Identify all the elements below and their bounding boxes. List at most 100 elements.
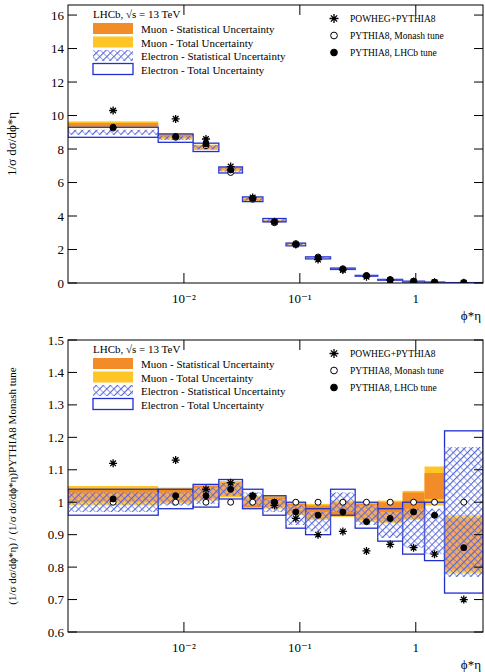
hatched-band [263, 499, 286, 512]
legend-label: Muon - Total Uncertainty [141, 37, 254, 49]
uncertainty-band [158, 134, 193, 142]
y-tick [68, 149, 77, 150]
uncertainty-band [158, 489, 193, 508]
model-point [110, 124, 116, 130]
model-point [110, 496, 116, 502]
y-tick-label: 0.9 [48, 527, 64, 542]
legend-label: Muon - Statistical Uncertainty [141, 358, 275, 370]
model-point [363, 272, 369, 278]
model-point [340, 266, 346, 272]
y-tick-label: 0.6 [48, 625, 65, 640]
model-point [270, 218, 278, 226]
hatched-band [403, 509, 425, 548]
model-point [250, 196, 256, 202]
x-axis-label: ϕ*η [461, 308, 481, 323]
y-tick-label: 0 [58, 276, 65, 291]
legend-label: POWHEG+PYTHIA8 [350, 349, 436, 359]
y-tick [474, 48, 483, 49]
legend-marker [331, 49, 338, 56]
y-tick-label: 1.1 [48, 462, 64, 477]
legend-marker [331, 384, 338, 391]
hatched-band [242, 492, 262, 505]
hatched-band [158, 492, 193, 505]
uncertainty-band [445, 447, 483, 577]
y-tick-label: 1.3 [48, 397, 64, 412]
legend-swatch [93, 385, 133, 396]
y-tick [474, 567, 483, 568]
model-point [432, 279, 438, 283]
uncertainty-band [68, 492, 158, 511]
legend-swatch [93, 399, 133, 410]
model-point [109, 459, 117, 467]
model-point [250, 493, 256, 499]
model-point [362, 547, 370, 555]
x-tick [299, 340, 300, 350]
hatch-overlay [403, 509, 425, 548]
y-tick [474, 502, 483, 503]
y-tick [68, 115, 77, 116]
y-tick [68, 502, 77, 503]
y-tick [68, 283, 77, 284]
y-axis-label: (1/σ dσ/dϕ*η) / (1/σ dσ/dϕ*η)PYTHIA8 Mon… [6, 367, 19, 605]
model-point [109, 107, 117, 115]
model-point [362, 273, 370, 281]
model-point [340, 266, 346, 272]
y-tick [68, 372, 77, 373]
model-point [460, 596, 468, 604]
legend-label: Electron - Statistical Uncertainty [141, 385, 286, 397]
model-point [431, 278, 439, 283]
x-tick-label: 10⁻¹ [288, 640, 312, 655]
model-point [228, 486, 234, 492]
legend-label: Muon - Total Uncertainty [141, 372, 254, 384]
panel: 024681012141610⁻²10⁻¹1ϕ*η1/σ dσ/dϕ*ηLHCb… [4, 5, 483, 323]
y-tick [474, 372, 483, 373]
model-point [250, 499, 256, 505]
y-tick [68, 632, 77, 633]
y-tick-label: 1.4 [48, 365, 65, 380]
model-point [203, 493, 209, 499]
legend-label: PYTHIA8, LHCb tune [350, 383, 437, 393]
model-point [292, 240, 300, 248]
uncertainty-band [331, 489, 356, 515]
hatched-band [378, 512, 403, 538]
model-point [271, 499, 277, 505]
y-tick-label: 14 [51, 41, 65, 56]
legend-swatch [93, 50, 133, 61]
model-point [292, 514, 300, 522]
uncertainty-band [219, 480, 243, 499]
model-point [461, 280, 467, 283]
hatched-band [306, 512, 331, 531]
hatched-band [425, 509, 445, 554]
y-tick [68, 249, 77, 250]
legend-swatch [93, 385, 133, 396]
model-point [432, 279, 438, 283]
y-tick [474, 599, 483, 600]
y-tick [474, 149, 483, 150]
legend-label: Electron - Total Uncertainty [141, 399, 265, 411]
panel: 0.60.70.80.911.11.21.31.41.510⁻²10⁻¹1ϕ*η… [6, 333, 483, 672]
legend-label: PYTHIA8, Monash tune [350, 31, 444, 41]
hatch-overlay [306, 512, 331, 531]
hatch-overlay [445, 447, 483, 577]
y-tick-label: 2 [58, 242, 65, 257]
legend-label: PYTHIA8, LHCb tune [350, 48, 437, 58]
model-point [271, 499, 277, 505]
y-tick [474, 437, 483, 438]
model-point [315, 499, 321, 505]
y-tick [474, 115, 483, 116]
uncertainty-band [425, 509, 445, 554]
y-tick [68, 340, 77, 341]
y-tick [474, 534, 483, 535]
model-point [172, 115, 180, 123]
legend-swatch [93, 50, 133, 61]
y-tick-label: 16 [51, 8, 65, 23]
y-tick-label: 12 [51, 75, 64, 90]
y-tick [474, 469, 483, 470]
model-point [315, 254, 321, 260]
model-point [271, 219, 277, 225]
hatch-overlay [158, 492, 193, 505]
model-point [293, 509, 299, 515]
hatch-overlay [425, 509, 445, 554]
model-point [173, 493, 179, 499]
y-tick-label: 1.5 [48, 333, 64, 348]
